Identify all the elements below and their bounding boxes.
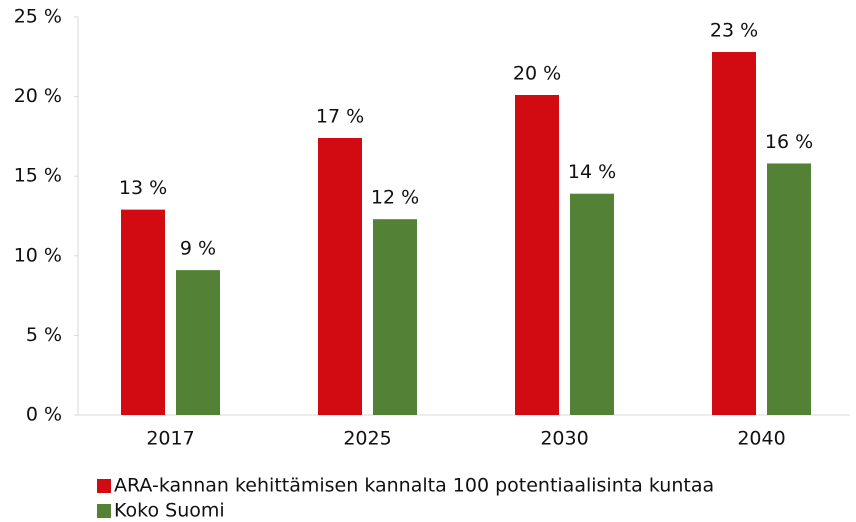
data-label: 20 % — [513, 63, 561, 85]
data-label: 23 % — [710, 20, 758, 42]
y-tick-label: 10 % — [14, 244, 62, 266]
legend-label: Koko Suomi — [114, 500, 225, 522]
legend-swatch — [97, 504, 111, 518]
x-tick-label: 2030 — [540, 428, 588, 450]
y-tick-label: 15 % — [14, 165, 62, 187]
legend-swatch — [97, 479, 111, 493]
data-label: 16 % — [765, 131, 813, 153]
x-tick-label: 2017 — [146, 428, 194, 450]
data-label: 13 % — [119, 177, 167, 199]
data-label: 12 % — [371, 187, 419, 209]
bar — [176, 270, 220, 415]
x-tick-label: 2025 — [343, 428, 391, 450]
bar — [767, 163, 811, 415]
data-label: 9 % — [180, 238, 216, 260]
bar — [712, 52, 756, 416]
x-tick-label: 2040 — [737, 428, 785, 450]
bar — [373, 219, 417, 415]
y-tick-label: 5 % — [26, 324, 62, 346]
y-tick-label: 20 % — [14, 85, 62, 107]
y-tick-label: 0 % — [26, 404, 62, 426]
data-label: 14 % — [568, 161, 616, 183]
bar — [318, 137, 362, 415]
bar — [570, 193, 614, 415]
bar — [515, 95, 559, 416]
y-tick-label: 25 % — [14, 6, 62, 28]
legend-label: ARA-kannan kehittämisen kannalta 100 pot… — [114, 475, 714, 497]
data-label: 17 % — [316, 105, 364, 127]
bar — [121, 209, 165, 415]
